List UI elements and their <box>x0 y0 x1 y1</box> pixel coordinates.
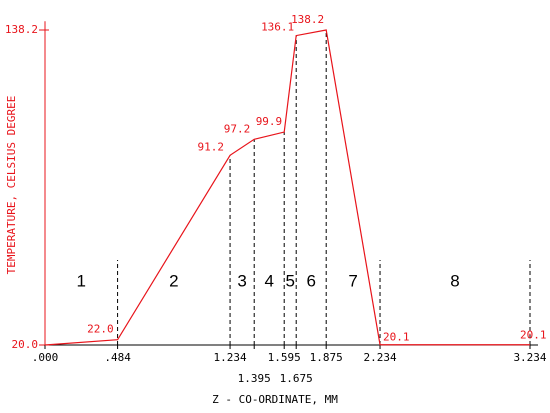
region-label: 8 <box>450 271 459 290</box>
y-tick-label: 138.2 <box>5 23 38 36</box>
data-label: 20.1 <box>520 329 547 342</box>
x-tick-label: 1.595 <box>268 351 301 364</box>
region-label: 6 <box>306 271 315 290</box>
data-label: 97.2 <box>224 122 251 135</box>
data-label: 138.2 <box>291 13 324 26</box>
region-label: 7 <box>348 271 357 290</box>
x-axis-title: Z - CO-ORDINATE, MM <box>212 393 338 406</box>
x-tick-label: 1.675 <box>280 372 313 385</box>
y-tick-label: 20.0 <box>12 338 39 351</box>
data-label: 91.2 <box>198 140 225 153</box>
line <box>44 29 530 346</box>
data-label: 22.0 <box>87 323 114 336</box>
x-tick-label: 1.234 <box>213 351 246 364</box>
x-tick-label: 2.234 <box>363 351 396 364</box>
region-label: 1 <box>77 271 86 290</box>
region-label: 2 <box>169 271 178 290</box>
data-label: 20.1 <box>383 331 410 344</box>
x-tick-label: 1.395 <box>238 372 271 385</box>
x-tick-label: .484 <box>104 351 131 364</box>
data-label: 136.1 <box>261 21 294 34</box>
region-label: 5 <box>285 271 294 290</box>
region-label: 3 <box>237 271 246 290</box>
x-tick-label: 3.234 <box>513 351 546 364</box>
y-axis-title: TEMPERATURE, CELSIUS DEGREE <box>5 96 18 275</box>
x-tick-label: 1.875 <box>310 351 343 364</box>
x-tick-label: .000 <box>32 351 59 364</box>
region-label: 4 <box>264 271 273 290</box>
data-label: 99.9 <box>256 115 283 128</box>
